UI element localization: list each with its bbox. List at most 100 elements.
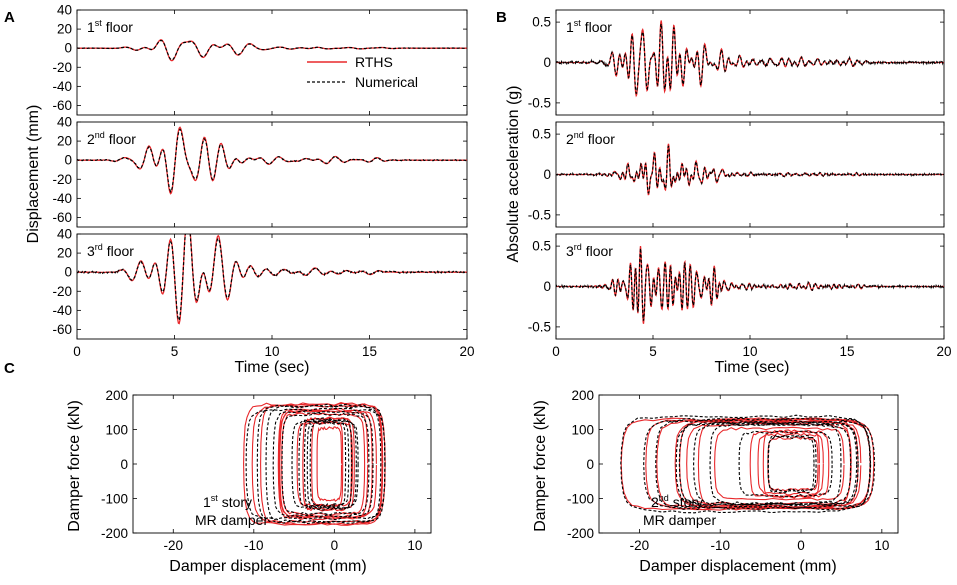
y-tick-label: 20 — [57, 22, 72, 37]
x-tick-label: 10 — [264, 344, 279, 359]
series-numerical — [77, 39, 467, 61]
damper-label-line2: MR damper — [195, 512, 268, 528]
series-numerical — [77, 128, 467, 194]
damper-label: 1st story MR damper — [195, 493, 268, 528]
x-tick-label: 0 — [797, 538, 805, 553]
floor-label-2: 2nd floor — [87, 130, 136, 147]
y-tick-label: -20 — [52, 172, 72, 187]
legend: RTHS Numerical — [307, 54, 418, 90]
y-tick-label: -0.5 — [528, 319, 551, 334]
series-numerical — [556, 248, 944, 321]
damper-label: 2nd story MR damper — [643, 493, 716, 528]
x-tick-label: 20 — [936, 344, 951, 359]
y-tick-label: 0.5 — [532, 15, 551, 30]
series-numerical — [556, 145, 944, 194]
y-tick-label: 40 — [57, 227, 72, 242]
y-tick-label: -40 — [52, 303, 72, 318]
axes-frame — [76, 233, 468, 340]
series-rths — [243, 402, 386, 526]
y-tick-label: -200 — [101, 526, 128, 541]
x-tick-label: -20 — [164, 538, 184, 553]
floor-label-1: 1st floor — [87, 18, 133, 35]
y-tick-label: -100 — [567, 492, 594, 507]
x-tick-label: 5 — [171, 344, 179, 359]
damper-label-line1: 1st story — [203, 493, 252, 510]
y-tick-label: -60 — [52, 322, 72, 337]
y-tick-label: 100 — [105, 423, 128, 438]
series-numerical — [77, 234, 467, 322]
panel-c2-xlabel: Damper displacement (mm) — [639, 558, 836, 575]
x-tick-label: 15 — [362, 344, 377, 359]
damper-label-line1: 2nd story — [651, 493, 703, 510]
series-numerical — [556, 23, 944, 95]
y-tick-label: 200 — [571, 388, 594, 403]
x-tick-label: -10 — [710, 538, 730, 553]
y-tick-label: -40 — [52, 191, 72, 206]
y-tick-label: -60 — [52, 98, 72, 113]
panel-label-c: C — [4, 360, 15, 377]
y-tick-label: -60 — [52, 210, 72, 225]
x-tick-label: -20 — [630, 538, 650, 553]
x-tick-label: 15 — [839, 344, 854, 359]
x-tick-label: 0 — [552, 344, 560, 359]
y-tick-label: 40 — [57, 3, 72, 18]
x-tick-label: 0 — [73, 344, 81, 359]
panel-b-xlabel: Time (sec) — [715, 359, 790, 376]
panel-a-subplot-2: 40 20 0 -20 -40 -60 2nd floor — [52, 115, 468, 228]
panel-a-subplot-1: 40 20 0 -20 -40 -60 1st floor — [52, 3, 468, 116]
y-tick-label: -100 — [101, 492, 128, 507]
y-tick-label: 100 — [571, 423, 594, 438]
legend-label-numerical: Numerical — [355, 74, 418, 90]
floor-label-3: 3rd floor — [566, 242, 613, 259]
y-tick-label: -0.5 — [528, 207, 551, 222]
panel-a-ylabel: Displacement (mm) — [25, 105, 42, 244]
x-tick-label: 5 — [649, 344, 657, 359]
panel-b-ylabel: Absolute acceleration (g) — [505, 86, 522, 263]
panel-label-b: B — [496, 9, 507, 26]
y-tick-label: -40 — [52, 79, 72, 94]
y-tick-label: -20 — [52, 284, 72, 299]
panel-b-subplot-2: 0.5 0 -0.5 2nd floor — [528, 121, 945, 228]
y-tick-label: 0.5 — [532, 239, 551, 254]
legend-label-rths: RTHS — [355, 54, 393, 70]
panel-c1-ylabel: Damper force (kN) — [66, 400, 83, 532]
floor-label-3: 3rd floor — [87, 242, 134, 259]
panel-a-xlabel: Time (sec) — [235, 359, 310, 376]
y-tick-label: 20 — [57, 246, 72, 261]
y-tick-label: -0.5 — [528, 95, 551, 110]
series-numerical — [245, 403, 386, 525]
series-rths — [556, 143, 944, 196]
y-tick-label: 0.5 — [532, 127, 551, 142]
floor-label-2: 2nd floor — [566, 130, 615, 147]
y-tick-label: -20 — [52, 60, 72, 75]
x-tick-label: 10 — [874, 538, 889, 553]
series-numerical — [620, 414, 876, 514]
y-tick-label: 40 — [57, 115, 72, 130]
panel-b-subplot-1: 0.5 0 -0.5 1st floor — [528, 9, 945, 116]
y-tick-label: -200 — [567, 526, 594, 541]
panel-label-a: A — [4, 9, 15, 26]
axes-frame — [76, 9, 468, 116]
floor-label-1: 1st floor — [566, 18, 612, 35]
series-rths — [77, 234, 467, 325]
x-tick-label: 20 — [459, 344, 474, 359]
damper-label-line2: MR damper — [643, 512, 716, 528]
y-tick-label: 0 — [543, 55, 551, 70]
x-tick-label: 10 — [407, 538, 422, 553]
panel-c1-xlabel: Damper displacement (mm) — [169, 558, 366, 575]
series-rths — [556, 20, 944, 98]
y-tick-label: 0 — [64, 153, 72, 168]
y-tick-label: 0 — [64, 41, 72, 56]
y-tick-label: 0 — [120, 457, 128, 472]
y-tick-label: 0 — [543, 279, 551, 294]
panel-c2-ylabel: Damper force (kN) — [532, 400, 549, 532]
y-tick-label: 0 — [543, 167, 551, 182]
y-tick-label: 20 — [57, 134, 72, 149]
x-tick-label: 0 — [331, 538, 339, 553]
